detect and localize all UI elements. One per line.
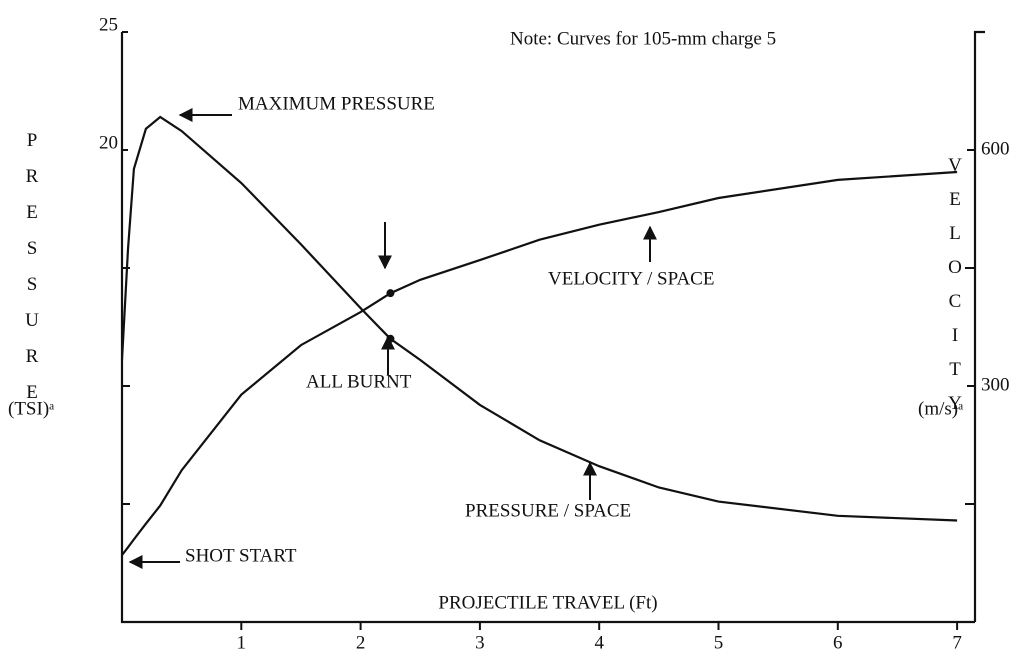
series-line <box>120 115 958 522</box>
x-tick-label: 4 <box>594 632 604 653</box>
y-axis-label: PRESSURE <box>22 130 43 418</box>
y-tick-label: 25 <box>99 14 118 35</box>
y2-tick-label: 600 <box>981 138 1010 159</box>
y-axis-unit: (TSI)ᵃ <box>8 398 54 419</box>
annotation: PRESSURE / SPACE <box>465 500 631 521</box>
annotation: VELOCITY / SPACE <box>548 268 714 289</box>
x-axis-label: PROJECTILE TRAVEL (Ft) <box>438 592 657 613</box>
y2-tick-label: 300 <box>981 374 1010 395</box>
right-axis <box>973 30 985 622</box>
note: Note: Curves for 105-mm charge 5 <box>510 28 776 49</box>
x-tick-label: 5 <box>714 632 724 653</box>
x-tick-label: 3 <box>475 632 485 653</box>
x-tick-label: 1 <box>237 632 247 653</box>
axes <box>120 32 975 624</box>
series-line <box>121 170 958 556</box>
annotation: ALL BURNT <box>306 371 412 392</box>
all-burnt-point <box>386 334 395 343</box>
y2-axis-label: VELOCITY <box>945 155 966 427</box>
annotation: SHOT START <box>185 545 297 566</box>
y-tick-label: 20 <box>99 132 118 153</box>
annotation: MAXIMUM PRESSURE <box>238 93 435 114</box>
x-tick-label: 6 <box>833 632 843 653</box>
all-burnt-point <box>386 289 395 298</box>
y2-axis-unit: (m/s)ᵃ <box>918 398 963 419</box>
x-tick-label: 2 <box>356 632 366 653</box>
x-tick-label: 7 <box>952 632 962 653</box>
